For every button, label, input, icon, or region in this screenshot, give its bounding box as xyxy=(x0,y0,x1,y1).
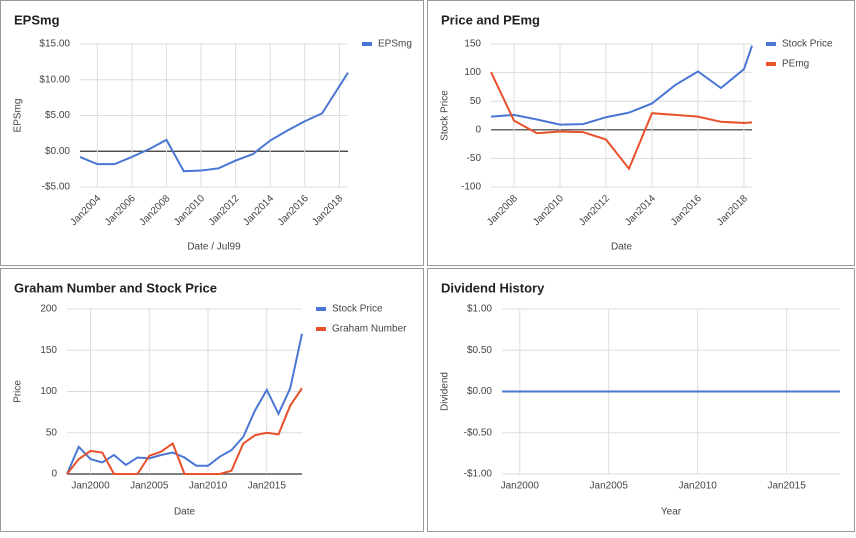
x-tick-label: Jan2015 xyxy=(767,481,806,492)
y-tick-label: -100 xyxy=(461,182,481,193)
x-tick-label: Jan2000 xyxy=(71,481,110,492)
legend-label: PEmg xyxy=(782,59,809,70)
legend-label: EPSmg xyxy=(378,39,412,50)
y-tick-label: $15.00 xyxy=(39,39,70,50)
x-tick-label: Jan2000 xyxy=(501,481,540,492)
y-axis-label: Stock Price xyxy=(440,90,451,141)
x-tick-label: Jan2005 xyxy=(590,481,629,492)
chart-title: Price and PEmg xyxy=(441,12,540,27)
y-tick-label: 100 xyxy=(464,67,481,78)
x-tick-label: Jan2015 xyxy=(248,481,287,492)
y-tick-label: $0.00 xyxy=(45,146,70,157)
chart-title: Dividend History xyxy=(441,280,545,295)
y-tick-label: $0.50 xyxy=(467,345,492,356)
y-axis-label: Price xyxy=(13,380,24,403)
panel xyxy=(0,268,424,532)
y-tick-label: $5.00 xyxy=(45,110,70,121)
x-axis-label: Date xyxy=(174,507,196,518)
y-tick-label: 150 xyxy=(40,345,57,356)
y-tick-label: 100 xyxy=(40,386,57,397)
x-tick-label: Jan2005 xyxy=(130,481,169,492)
legend-label: Stock Price xyxy=(332,304,383,315)
series-line xyxy=(490,45,753,126)
series-line xyxy=(66,387,303,475)
y-tick-label: 0 xyxy=(51,469,57,480)
legend-label: Graham Number xyxy=(332,324,407,335)
series-line xyxy=(490,71,753,171)
panel xyxy=(0,0,424,266)
y-axis-label: Dividend xyxy=(440,372,451,411)
y-tick-label: -$5.00 xyxy=(42,182,71,193)
x-tick-label: Jan2010 xyxy=(678,481,717,492)
y-tick-label: -50 xyxy=(467,153,482,164)
panel xyxy=(427,0,855,266)
y-tick-label: $10.00 xyxy=(39,74,70,85)
y-axis-label: EPSmg xyxy=(13,99,24,133)
y-tick-label: 150 xyxy=(464,39,481,50)
chart-title: Graham Number and Stock Price xyxy=(14,280,217,295)
y-tick-label: -$0.50 xyxy=(464,427,493,438)
y-tick-label: $1.00 xyxy=(467,304,492,315)
y-tick-label: 50 xyxy=(46,427,58,438)
y-tick-label: 0 xyxy=(475,124,481,135)
chart-title: EPSmg xyxy=(14,12,60,27)
x-axis-label: Date xyxy=(611,242,633,253)
y-tick-label: 200 xyxy=(40,304,57,315)
x-axis-label: Year xyxy=(661,507,682,518)
x-axis-label: Date / Jul99 xyxy=(187,242,241,253)
panel xyxy=(427,268,855,532)
series-line xyxy=(79,72,349,173)
y-tick-label: 50 xyxy=(470,96,482,107)
x-tick-label: Jan2010 xyxy=(189,481,228,492)
legend-label: Stock Price xyxy=(782,39,833,50)
y-tick-label: -$1.00 xyxy=(464,469,493,480)
y-tick-label: $0.00 xyxy=(467,386,492,397)
